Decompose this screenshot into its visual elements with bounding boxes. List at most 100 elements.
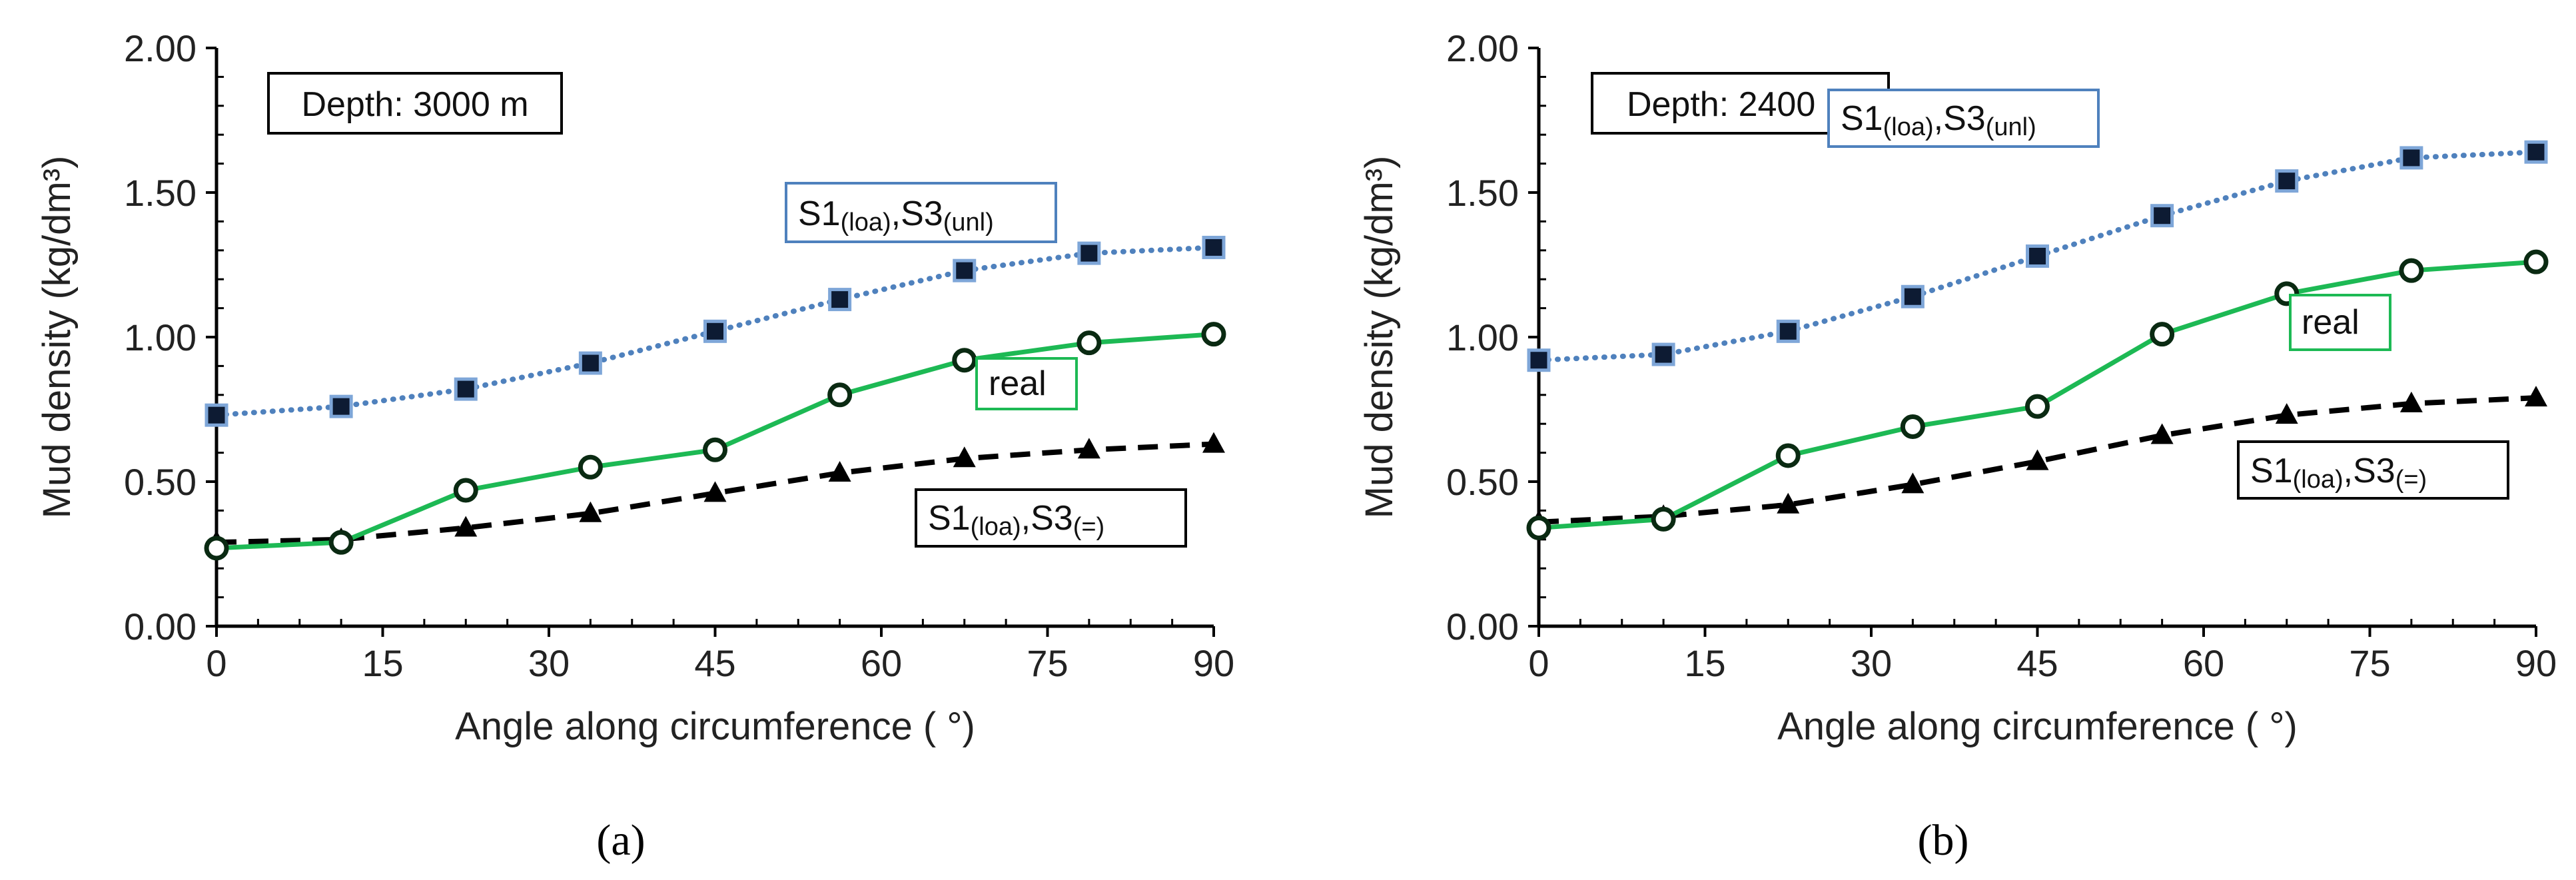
x-tick-label: 60 xyxy=(861,642,902,684)
series-label-part: (unl) xyxy=(943,209,994,236)
y-tick-label: 0.00 xyxy=(124,606,197,648)
data-point-circle xyxy=(827,382,853,408)
series-label-part: S1 xyxy=(928,499,971,538)
data-point-triangle xyxy=(2525,386,2547,407)
series-label-part: ,S3 xyxy=(2344,452,2395,490)
chart-panel-a: 0.00 0.50 1.00 1.50 2.00 0 15 30 45 60 75 90 Angle a… xyxy=(35,27,1234,865)
data-point-circle xyxy=(1526,515,1551,540)
data-point-square xyxy=(1077,241,1101,265)
data-point-circle xyxy=(453,478,478,503)
data-point-square xyxy=(703,319,727,343)
series-label-part: real xyxy=(989,364,1047,403)
data-point-square xyxy=(1651,342,1675,366)
y-tick-label: 1.50 xyxy=(1446,172,1519,214)
series-real: real xyxy=(204,322,1226,561)
data-point-square xyxy=(2524,140,2548,164)
series-equal: S1(loa),S3(=) xyxy=(205,432,1225,552)
data-point-triangle xyxy=(1777,492,1800,514)
data-point-circle xyxy=(1076,330,1102,356)
data-point-triangle xyxy=(703,481,727,502)
y-axis-title: Mud density (kg/dm³) xyxy=(1358,156,1401,519)
data-point-square xyxy=(329,394,353,418)
series-label: real xyxy=(2302,303,2360,342)
series-label-part: ,S3 xyxy=(1934,99,1986,138)
series-label-part: (unl) xyxy=(1986,113,2036,141)
series-line xyxy=(216,441,1214,546)
data-point-square xyxy=(454,377,478,401)
data-point-triangle xyxy=(2275,403,2298,424)
series-label-part: ,S3 xyxy=(891,195,943,233)
series-line xyxy=(1538,395,2537,525)
y-tick-label: 1.00 xyxy=(124,316,197,358)
y-axis-title: Mud density (kg/dm³) xyxy=(35,156,79,519)
series-label-part: (loa) xyxy=(841,209,891,236)
series-label-part: (loa) xyxy=(1883,113,1934,141)
series-label: S1(loa),S3(=) xyxy=(2250,452,2427,494)
y-tick-label: 2.00 xyxy=(124,27,197,69)
y-tick-label: 2.00 xyxy=(1446,27,1519,69)
series-label: S1(loa),S3(unl) xyxy=(798,195,994,236)
series-label-part: (loa) xyxy=(2293,466,2344,494)
x-tick-label: 75 xyxy=(1027,642,1068,684)
series-label-box xyxy=(915,488,1187,548)
data-point-circle xyxy=(2523,249,2549,274)
data-point-square xyxy=(2275,169,2299,193)
data-point-circle xyxy=(2150,322,2175,347)
y-tick-label: 1.50 xyxy=(124,172,197,214)
data-point-triangle xyxy=(1901,472,1925,494)
series-label-part: (loa) xyxy=(971,513,1021,541)
data-point-square xyxy=(2150,204,2174,228)
series-label-part: S1 xyxy=(2250,452,2293,490)
series-label-box xyxy=(1827,89,2100,148)
series-label: S1(loa),S3(unl) xyxy=(1841,99,2036,141)
panel-label: (b) xyxy=(1918,816,1969,865)
x-tick-label: 15 xyxy=(1684,642,1725,684)
data-point-square xyxy=(828,288,852,312)
data-point-triangle xyxy=(2399,391,2423,412)
series-real: real xyxy=(1526,249,2549,540)
depth-label: Depth: 3000 m xyxy=(301,85,528,124)
data-point-triangle xyxy=(1077,438,1100,459)
x-tick-label: 30 xyxy=(1851,642,1892,684)
x-tick-label: 90 xyxy=(1193,642,1234,684)
series-label-part: S1 xyxy=(798,195,841,233)
series-label-box xyxy=(785,182,1057,243)
depth-label: Depth: 2400 m xyxy=(1627,85,1854,124)
data-point-circle xyxy=(703,437,727,462)
x-tick-label: 90 xyxy=(2515,642,2557,684)
series-label-part: S1 xyxy=(1841,99,1883,138)
series-label-box xyxy=(975,357,1078,410)
x-axis-title: Angle along circumference ( °) xyxy=(455,705,975,748)
data-point-square xyxy=(953,258,977,282)
series-label: S1(loa),S3(=) xyxy=(928,499,1104,541)
series-label: real xyxy=(989,364,1047,403)
series-label-box xyxy=(2289,294,2391,351)
data-point-triangle xyxy=(828,460,851,482)
depth-box xyxy=(267,72,563,135)
y-tick-label: 0.50 xyxy=(1446,461,1519,503)
data-point-square xyxy=(2026,244,2049,268)
data-point-square xyxy=(578,351,602,375)
data-point-triangle xyxy=(2150,423,2174,444)
data-point-circle xyxy=(1900,414,1925,440)
data-point-square xyxy=(1527,348,1551,372)
data-point-square xyxy=(1202,235,1226,259)
series-label-part: ,S3 xyxy=(1021,499,1073,538)
x-axis-title: Angle along circumference ( °) xyxy=(1777,705,2298,748)
x-tick-label: 45 xyxy=(694,642,735,684)
y-tick-label: 0.00 xyxy=(1446,606,1519,648)
x-tick-label: 60 xyxy=(2183,642,2224,684)
data-point-square xyxy=(205,403,228,427)
data-point-triangle xyxy=(454,516,478,537)
x-tick-label: 0 xyxy=(206,642,226,684)
data-point-triangle xyxy=(579,501,602,522)
data-point-circle xyxy=(1201,322,1226,347)
series-label-part: real xyxy=(2302,303,2360,342)
data-point-circle xyxy=(1775,443,1801,468)
data-point-circle xyxy=(2399,258,2424,283)
x-tick-label: 45 xyxy=(2016,642,2058,684)
data-point-triangle xyxy=(2026,449,2049,470)
y-tick-label: 0.50 xyxy=(124,461,197,503)
data-point-square xyxy=(2399,146,2423,170)
data-point-square xyxy=(1776,319,1800,343)
